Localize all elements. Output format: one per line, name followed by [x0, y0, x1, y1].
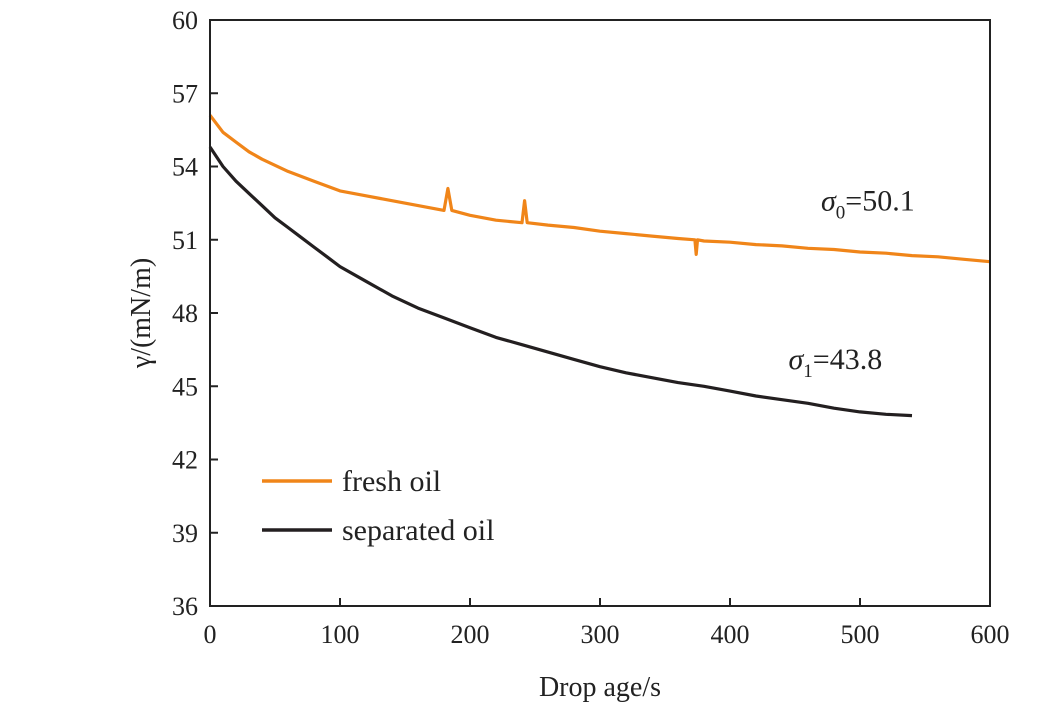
- y-tick-label: 36: [172, 592, 198, 621]
- legend-label: separated oil: [342, 514, 494, 547]
- x-tick-label: 600: [971, 620, 1010, 649]
- x-tick-label: 300: [581, 620, 620, 649]
- y-axis-label: γ/(mN/m): [126, 258, 157, 369]
- x-tick-label: 400: [711, 620, 750, 649]
- x-tick-label: 200: [451, 620, 490, 649]
- y-tick-label: 51: [172, 226, 198, 255]
- series-line-fresh-oil: [208, 114, 991, 264]
- x-axis: 0 100 200 300 400 500 600: [204, 598, 1010, 649]
- y-tick-label: 48: [172, 299, 198, 328]
- x-tick-label: 100: [321, 620, 360, 649]
- legend: fresh oil separated oil: [262, 465, 494, 547]
- y-tick-label: 57: [172, 79, 198, 108]
- y-tick-label: 45: [172, 372, 198, 401]
- x-axis-label: Drop age/s: [539, 672, 661, 703]
- y-tick-label: 54: [172, 153, 198, 182]
- x-tick-label: 500: [841, 620, 880, 649]
- y-axis: 36 39 42 45 48 51 54 57 60: [172, 6, 218, 621]
- y-tick-label: 60: [172, 6, 198, 35]
- annotations: σ0=50.1 σ1=43.8: [789, 184, 915, 382]
- annotation-sigma-1: σ1=43.8: [789, 343, 883, 382]
- y-tick-label: 42: [172, 446, 198, 475]
- y-tick-label: 39: [172, 519, 198, 548]
- annotation-sigma-0: σ0=50.1: [821, 184, 915, 223]
- x-tick-label: 0: [204, 620, 217, 649]
- legend-label: fresh oil: [342, 465, 441, 498]
- plot-frame: [209, 19, 991, 607]
- plot-area: [208, 114, 991, 418]
- series-line-separated-oil: [208, 146, 913, 418]
